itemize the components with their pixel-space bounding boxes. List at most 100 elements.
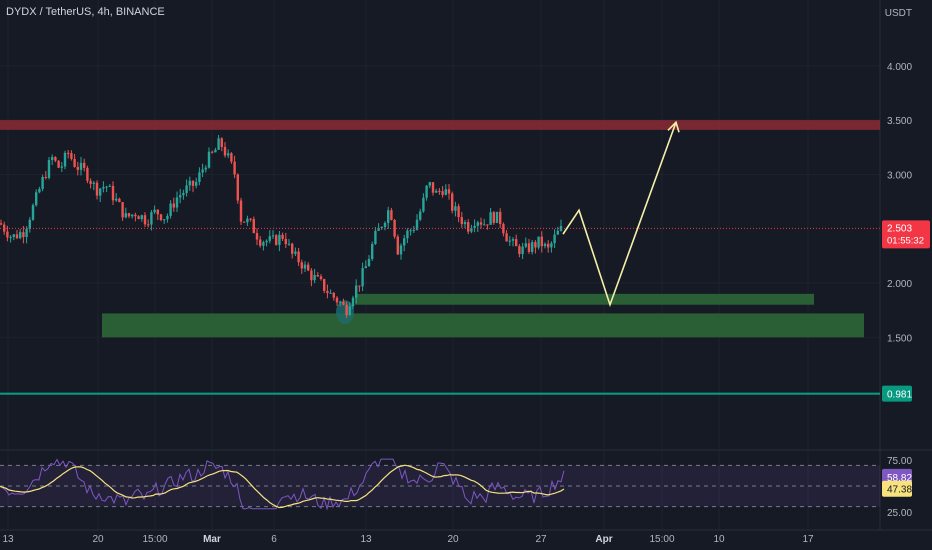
candle	[89, 178, 92, 189]
candle	[550, 241, 553, 253]
candle	[236, 173, 239, 204]
candle	[246, 215, 249, 226]
candle	[166, 213, 169, 223]
candle-body	[294, 251, 297, 254]
candle-body	[9, 236, 12, 238]
candle-body	[355, 285, 358, 298]
candle	[12, 233, 15, 241]
candle-body	[287, 243, 291, 245]
candle	[390, 207, 393, 221]
current-price-tag	[882, 220, 930, 249]
candle-body	[25, 229, 28, 238]
candle	[342, 298, 345, 306]
candle-body	[476, 222, 479, 226]
candle-body	[371, 243, 374, 260]
candle	[534, 240, 537, 254]
candle-body	[345, 304, 348, 316]
candle-body	[137, 216, 140, 220]
candle	[124, 207, 127, 219]
candle-body	[332, 292, 335, 298]
candle-body	[265, 240, 268, 243]
candle	[233, 155, 236, 179]
candle	[537, 236, 540, 250]
candle	[351, 295, 355, 310]
candle	[51, 154, 54, 165]
candle	[463, 219, 467, 229]
candle	[527, 238, 531, 254]
candle-body	[262, 242, 265, 246]
candle-body	[521, 246, 524, 254]
candle	[121, 201, 124, 221]
candle-body	[185, 185, 188, 193]
candle-body	[179, 195, 182, 198]
candle-body	[540, 236, 543, 247]
candle	[22, 226, 25, 244]
candle-body	[0, 223, 3, 225]
candle-body	[425, 185, 428, 198]
candle-body	[63, 152, 67, 167]
candle	[191, 180, 195, 193]
candle-body	[211, 151, 214, 153]
candle-body	[361, 268, 364, 287]
candles	[0, 135, 563, 319]
candle	[441, 186, 444, 198]
candle	[153, 205, 156, 214]
candle	[220, 137, 223, 152]
candle-body	[259, 239, 262, 246]
candle	[111, 181, 115, 205]
y-tick-label: 3.500	[887, 116, 912, 127]
candle-body	[19, 232, 22, 239]
candle	[95, 180, 99, 200]
candle	[60, 162, 63, 172]
candle	[243, 221, 246, 223]
y-tick-label: 1.500	[887, 333, 912, 344]
candle-body	[310, 270, 313, 281]
candle-body	[342, 301, 345, 305]
candle-body	[499, 211, 502, 225]
candle	[515, 234, 518, 247]
candle-body	[470, 228, 473, 232]
candle	[198, 167, 201, 186]
candle	[175, 191, 179, 212]
candle	[172, 197, 175, 212]
candle-body	[319, 276, 323, 280]
candle-body	[300, 262, 303, 269]
candle	[15, 229, 19, 240]
candle-body	[15, 234, 19, 239]
candle	[329, 289, 332, 294]
candle-body	[508, 240, 511, 242]
candle	[399, 243, 403, 260]
candle	[316, 272, 319, 277]
candle	[185, 179, 188, 197]
candle-body	[54, 157, 57, 161]
candle-body	[524, 243, 527, 247]
candle	[150, 210, 153, 231]
candle-body	[51, 157, 54, 161]
candle-body	[38, 188, 41, 193]
candle-body	[239, 200, 243, 222]
candle	[431, 182, 435, 196]
candle	[422, 193, 425, 213]
candle	[230, 152, 233, 164]
x-tick-label: 15:00	[649, 534, 674, 545]
candle	[361, 262, 364, 292]
candle	[211, 150, 214, 154]
candle	[438, 187, 441, 195]
candle-body	[134, 214, 137, 217]
candle-body	[99, 188, 102, 196]
candle-body	[83, 162, 86, 168]
candle	[486, 224, 489, 230]
candle-body	[364, 266, 367, 269]
candle-body	[22, 232, 25, 238]
candle	[214, 147, 217, 153]
candle	[467, 219, 470, 235]
candle	[271, 230, 275, 239]
candle-body	[431, 182, 435, 193]
candle-body	[220, 138, 223, 147]
candle-body	[73, 158, 76, 167]
candle-body	[291, 243, 294, 254]
candle-body	[79, 162, 83, 170]
candle	[406, 228, 409, 244]
candle	[76, 161, 79, 176]
